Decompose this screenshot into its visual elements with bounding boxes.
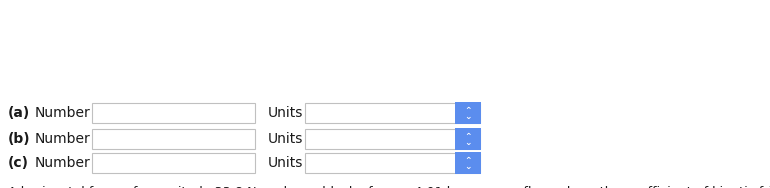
Text: ⌄: ⌄ (464, 162, 472, 171)
Text: Number: Number (35, 156, 91, 170)
FancyBboxPatch shape (455, 102, 481, 124)
Text: (b): (b) (8, 132, 31, 146)
FancyBboxPatch shape (305, 103, 480, 123)
Text: ⌃: ⌃ (464, 155, 472, 164)
FancyBboxPatch shape (92, 153, 255, 173)
Text: A horizontal force of magnitude 33.8 N pushes a block of mass 4.01 kg across a f: A horizontal force of magnitude 33.8 N p… (8, 186, 770, 188)
Text: (a): (a) (8, 106, 30, 120)
FancyBboxPatch shape (455, 128, 481, 150)
FancyBboxPatch shape (455, 152, 481, 174)
Text: (c): (c) (8, 156, 29, 170)
Text: Number: Number (35, 106, 91, 120)
Text: Units: Units (268, 156, 303, 170)
FancyBboxPatch shape (92, 103, 255, 123)
Text: ⌃: ⌃ (464, 131, 472, 140)
FancyBboxPatch shape (305, 129, 480, 149)
Text: Units: Units (268, 132, 303, 146)
Text: Number: Number (35, 132, 91, 146)
Text: Units: Units (268, 106, 303, 120)
Text: ⌃: ⌃ (464, 105, 472, 114)
Text: ⌄: ⌄ (464, 138, 472, 147)
FancyBboxPatch shape (305, 153, 480, 173)
FancyBboxPatch shape (92, 129, 255, 149)
Text: ⌄: ⌄ (464, 112, 472, 121)
